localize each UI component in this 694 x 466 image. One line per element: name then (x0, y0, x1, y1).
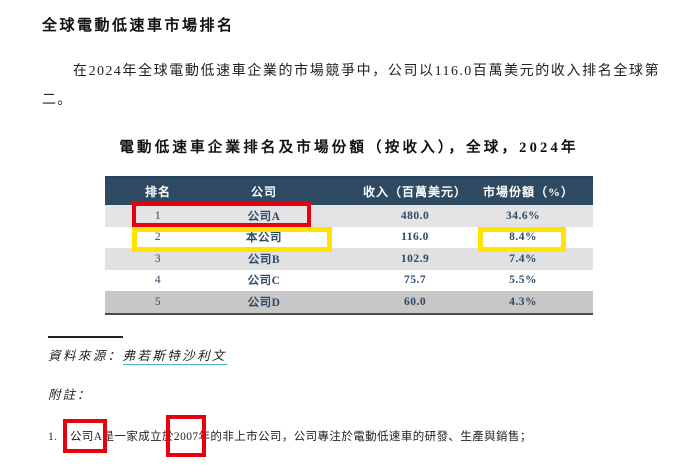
source-line: 資料來源：弗若斯特沙利文 (48, 345, 227, 365)
section-heading: 全球電動低速車市場排名 (42, 18, 235, 34)
cell-company: 公司C (247, 275, 281, 288)
source-name-link[interactable]: 弗若斯特沙利文 (122, 349, 227, 365)
table-row: 4 公司C 75.7 5.5% (105, 269, 593, 292)
col-header-company: 公司 (211, 176, 317, 205)
red-highlight-company-a: 公司A (70, 431, 103, 443)
note-text-segment: 年的非上市公司，公司專注於電動低速車的研發、生產與銷售； (198, 431, 532, 443)
table-row: 1 公司A 480.0 34.6% (105, 205, 593, 227)
cell-share: 4.3% (509, 291, 593, 314)
cell-revenue: 102.9 (400, 252, 430, 265)
col-header-share-label: 市場份額（%） (483, 185, 575, 199)
red-highlight-2007: 2007 (173, 431, 199, 443)
intro-paragraph: 在2024年全球電動低速車企業的市場競爭中，公司以116.0百萬美元的收入排名全… (42, 64, 660, 108)
cell-revenue: 480.0 (400, 209, 430, 222)
note-item-1: 1. 公司A是一家成立於2007年的非上市公司，公司專注於電動低速車的研發、生產與… (48, 428, 648, 444)
table-row: 5 公司D 60.0 4.3% (105, 291, 593, 314)
cell-rank: 1 (154, 209, 162, 222)
cell-rank: 4 (154, 274, 162, 287)
cell-share-value: 8.4% (509, 231, 537, 244)
source-label: 資料來源： (48, 349, 123, 363)
cell-rank: 3 (154, 252, 162, 265)
note-text: 公司A是一家成立於2007年的非上市公司，公司專注於電動低速車的研發、生產與銷售… (70, 431, 532, 443)
ranking-table-container: 排名 公司 收入（百萬美元） 市場份額（%） 1 公司A 480.0 34.6%… (105, 176, 593, 315)
cell-share-value: 7.4% (509, 252, 537, 265)
note-number: 1. (48, 431, 58, 443)
cell-rank: 2 (154, 231, 162, 244)
col-header-revenue: 收入（百萬美元） (317, 176, 513, 205)
note-text-segment: 是一家成立於 (102, 431, 174, 443)
table-row: 3 公司B 102.9 7.4% (105, 248, 593, 270)
cell-share-value: 5.5% (509, 274, 537, 287)
notes-label: 附註： (48, 388, 92, 402)
ranking-table: 排名 公司 收入（百萬美元） 市場份額（%） 1 公司A 480.0 34.6%… (105, 176, 593, 315)
col-header-share: 市場份額（%） (483, 176, 593, 205)
table-row: 2 本公司 116.0 8.4% (105, 226, 593, 249)
table-caption: 電動低速車企業排名及市場份額（按收入），全球，2024年 (119, 140, 579, 156)
col-header-rank: 排名 (105, 176, 211, 205)
cell-company: 公司A (247, 210, 281, 223)
cell-revenue: 60.0 (403, 295, 427, 308)
cell-share: 8.4% (509, 227, 593, 249)
cell-share: 7.4% (509, 248, 593, 270)
cell-company: 公司B (247, 253, 281, 266)
cell-share-value: 4.3% (509, 295, 537, 308)
cell-company: 公司D (247, 296, 281, 309)
cell-revenue: 75.7 (403, 274, 427, 287)
cell-share: 34.6% (506, 205, 593, 227)
cell-share-value: 34.6% (505, 209, 541, 222)
footnote-divider (48, 336, 123, 338)
cell-revenue: 116.0 (401, 231, 429, 244)
table-header-row: 排名 公司 收入（百萬美元） 市場份額（%） (105, 176, 593, 205)
cell-company: 本公司 (246, 232, 282, 245)
cell-share: 5.5% (509, 270, 593, 292)
cell-rank: 5 (154, 295, 162, 308)
